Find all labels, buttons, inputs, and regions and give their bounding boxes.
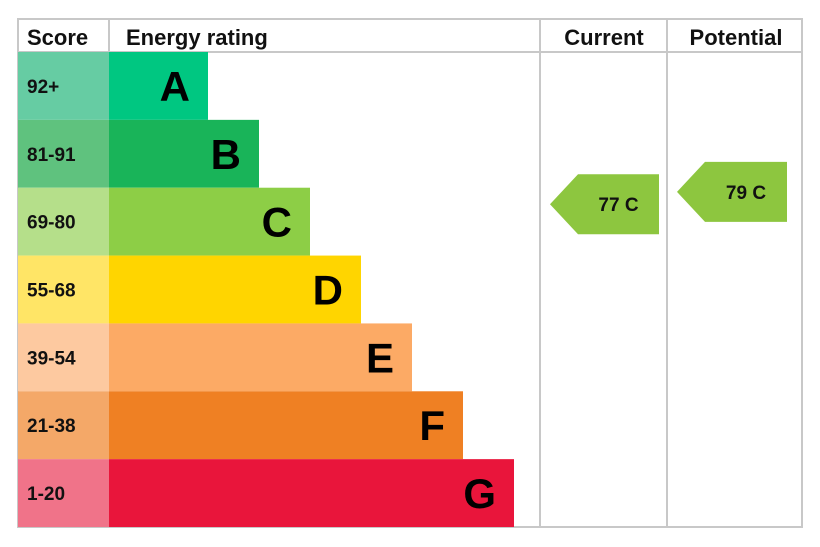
score-cell-G — [18, 459, 109, 527]
score-cell-E — [18, 323, 109, 392]
header-current: Current — [564, 25, 644, 50]
rating-bar-A — [109, 52, 208, 120]
rating-bar-G — [109, 459, 514, 527]
score-label-A: 92+ — [27, 77, 59, 98]
score-cell-D — [18, 255, 109, 324]
score-label-E: 39-54 — [27, 348, 76, 369]
potential-arrow — [677, 161, 787, 222]
potential-label: 79 C — [726, 183, 766, 204]
score-label-C: 69-80 — [27, 213, 76, 234]
score-cell-F — [18, 391, 109, 460]
header-score: Score — [27, 25, 88, 50]
score-cell-C — [18, 187, 109, 256]
rating-letter-F: F — [419, 402, 445, 449]
score-cell-A — [18, 52, 109, 120]
current-arrow — [550, 174, 659, 235]
rating-letter-B: B — [211, 131, 241, 178]
score-label-D: 55-68 — [27, 281, 76, 302]
rating-letter-G: G — [463, 470, 496, 517]
rating-bar-B — [109, 119, 259, 188]
current-label: 77 C — [598, 195, 638, 216]
score-label-G: 1-20 — [27, 484, 65, 505]
rating-bar-E — [109, 323, 412, 392]
rating-bar-C — [109, 187, 310, 256]
score-label-F: 21-38 — [27, 416, 76, 437]
rating-letter-A: A — [160, 63, 190, 110]
rating-bar-D — [109, 255, 361, 324]
score-cell-B — [18, 119, 109, 188]
header-potential: Potential — [690, 25, 783, 50]
rating-bar-F — [109, 391, 463, 460]
rating-letter-E: E — [366, 334, 394, 381]
rating-letter-C: C — [262, 199, 292, 246]
rating-letter-D: D — [313, 267, 343, 314]
score-label-B: 81-91 — [27, 145, 76, 166]
header-energy-rating: Energy rating — [126, 25, 268, 50]
